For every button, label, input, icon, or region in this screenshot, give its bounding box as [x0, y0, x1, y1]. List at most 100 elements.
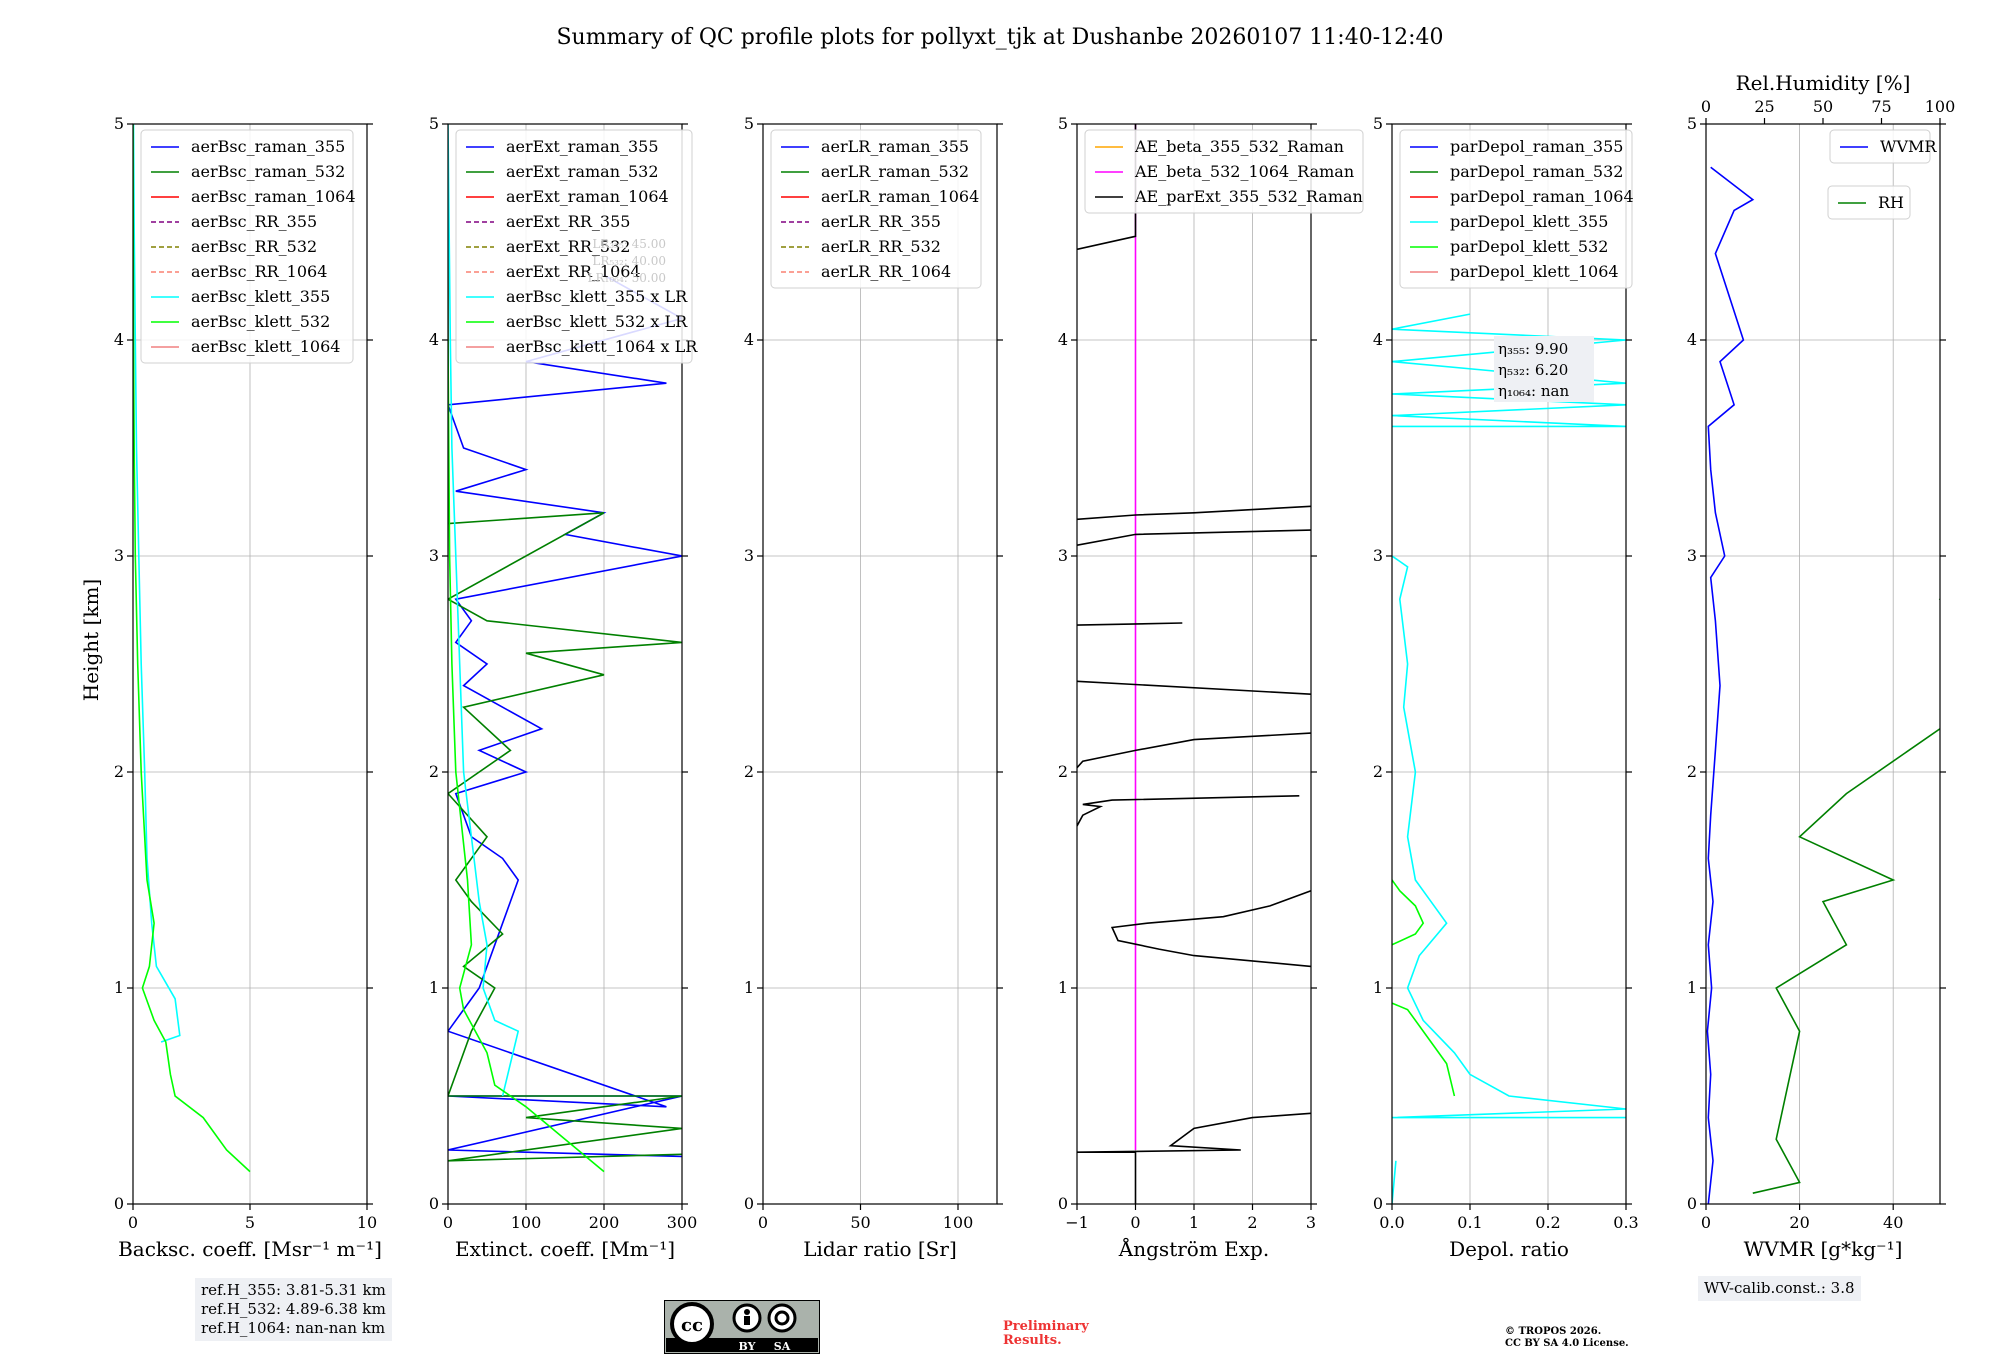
series-aerbsc-klett-355 — [133, 124, 181, 1043]
legend: AE_beta_355_532_Raman AE_beta_532_1064_Ra… — [1084, 129, 1364, 214]
y-tick-label: 5 — [429, 114, 439, 133]
legend-label: aerBsc_raman_532 — [191, 162, 345, 181]
legend-label: aerBsc_RR_355 — [191, 212, 317, 231]
x-axis-label: Depol. ratio — [1449, 1237, 1569, 1261]
legend-label: aerLR_RR_355 — [821, 212, 941, 231]
series-rh — [1752, 597, 1940, 1194]
series-aerbsc-klett-355-x-lr — [448, 124, 520, 1097]
legend-box — [1827, 185, 1911, 220]
cc-logo-icon — [670, 1302, 714, 1346]
wv-calibration-text: WV-calib.const.: 3.8 — [1704, 1279, 1855, 1297]
ref-height-532: ref.H_532: 4.89-6.38 km — [201, 1300, 386, 1318]
series-aerbsc-klett-532 — [133, 124, 251, 1173]
legend: WVMR — [1829, 129, 1937, 164]
eta-annotation-box — [1494, 336, 1594, 402]
y-tick-label: 4 — [114, 330, 124, 349]
copyright-note: © TROPOS 2026. CC BY SA 4.0 License. — [1505, 1326, 1629, 1350]
preliminary-line-1: Preliminary — [1003, 1319, 1089, 1334]
x-axis-label: Backsc. coeff. [Msr⁻¹ m⁻¹] — [118, 1237, 382, 1261]
legend-label: AE_parExt_355_532_Raman — [1134, 187, 1363, 206]
legend-label: AE_beta_355_532_Raman — [1134, 137, 1344, 156]
y-tick-label: 2 — [429, 762, 439, 781]
series-ae-parext-355-532-raman — [1077, 1112, 1311, 1204]
y-tick-label: 1 — [1687, 978, 1697, 997]
legend-label: aerExt_RR_355 — [506, 212, 630, 231]
legend-label: aerLR_raman_355 — [821, 137, 969, 156]
x-tick-label: 5 — [245, 1213, 255, 1232]
legend-label: aerExt_raman_355 — [506, 137, 659, 156]
lidar-ratio-annotation: LR₃₅₅: 45.00 — [592, 237, 666, 251]
top-tick-label: 75 — [1871, 97, 1891, 116]
legend-label: AE_beta_532_1064_Raman — [1134, 162, 1354, 181]
x-tick-label: 20 — [1789, 1213, 1809, 1232]
eta-annotation: η₁₀₆₄: nan — [1498, 382, 1569, 400]
legend: RH — [1827, 185, 1911, 220]
eta-annotation: η₃₅₅: 9.90 — [1498, 340, 1568, 358]
legend-label: aerExt_raman_532 — [506, 162, 659, 181]
y-tick-label: 0 — [1373, 1194, 1383, 1213]
x-tick-label: 200 — [589, 1213, 620, 1232]
y-tick-label: 5 — [1058, 114, 1068, 133]
x-tick-label: 100 — [943, 1213, 974, 1232]
panel-lidar-ratio: 0 50 100 0 1 2 3 4 5 Lidar ratio [Sr] aerLR_raman_… — [744, 114, 1003, 1261]
legend-box — [1084, 129, 1364, 214]
panel-frame — [762, 123, 998, 1205]
top-axis-label: Rel.Humidity [%] — [1736, 71, 1911, 95]
x-tick-label: 40 — [1883, 1213, 1903, 1232]
y-tick-label: 3 — [744, 546, 754, 565]
lidar-ratio-annotation: LR₅₃₂: 40.00 — [592, 254, 666, 268]
y-tick-label: 3 — [114, 546, 124, 565]
y-tick-label: 5 — [1373, 114, 1383, 133]
ref-height-355: ref.H_355: 3.81-5.31 km — [201, 1281, 386, 1299]
y-tick-label: 0 — [114, 1194, 124, 1213]
legend: parDepol_raman_355 parDepol_raman_532 parD… — [1399, 129, 1634, 289]
legend-label: aerLR_raman_1064 — [821, 187, 979, 206]
legend-box — [770, 129, 982, 289]
legend-label: aerLR_RR_1064 — [821, 262, 951, 281]
share-alike-arrow — [774, 1310, 790, 1326]
y-tick-label: 5 — [1687, 114, 1697, 133]
legend-box — [1399, 129, 1633, 289]
series-ae-parext-355-532-raman-f — [1077, 622, 1183, 626]
series-ae-parext-355-532-raman-e — [1077, 680, 1311, 695]
legend-label: aerBsc_klett_532 x LR — [506, 312, 688, 331]
y-tick-label: 2 — [1058, 762, 1068, 781]
series-aerext-raman-532 — [448, 232, 682, 1162]
panel-frame — [1705, 123, 1941, 1205]
series-pardepol-klett-532 — [1392, 1002, 1456, 1097]
y-tick-label: 0 — [1058, 1194, 1068, 1213]
legend: aerBsc_raman_355 aerBsc_raman_532 aerBsc_r… — [140, 129, 356, 364]
y-tick-label: 3 — [1687, 546, 1697, 565]
share-alike-icon — [767, 1303, 797, 1333]
series-ae-parext-355-532-raman-c — [1077, 795, 1300, 827]
cc-sa-label: SA — [774, 1340, 791, 1353]
legend-label: WVMR — [1880, 137, 1937, 156]
legend-label: parDepol_raman_355 — [1450, 137, 1623, 156]
y-tick-label: 2 — [114, 762, 124, 781]
preliminary-note: Preliminary Results. — [1003, 1320, 1089, 1348]
y-tick-label: 1 — [744, 978, 754, 997]
x-tick-label: 3 — [1306, 1213, 1316, 1232]
legend-label: aerBsc_klett_355 x LR — [506, 287, 688, 306]
lidar-ratio-annotation: LR₁₀₆₄: 50.00 — [588, 271, 666, 285]
series-group — [448, 124, 682, 1173]
y-tick-label: 5 — [744, 114, 754, 133]
legend-label: parDepol_raman_532 — [1450, 162, 1623, 181]
legend-label: aerBsc_klett_1064 — [191, 337, 340, 356]
cc-by-label: BY — [739, 1340, 756, 1353]
legend-label: aerBsc_klett_355 — [191, 287, 330, 306]
x-tick-label: 0 — [758, 1213, 768, 1232]
legend-box — [455, 129, 693, 364]
x-axis-label: Ångström Exp. — [1118, 1236, 1269, 1261]
legend: aerLR_raman_355 aerLR_raman_532 aerLR_rama… — [770, 129, 982, 289]
series-ae-parext-355-532-raman-g — [1077, 529, 1311, 546]
x-tick-label: 0 — [443, 1213, 453, 1232]
preliminary-line-2: Results. — [1003, 1333, 1062, 1348]
wv-calibration-box: WV-calib.const.: 3.8 — [1698, 1276, 1861, 1301]
legend-label: aerExt_RR_1064 — [506, 262, 641, 281]
x-tick-label: 10 — [357, 1213, 377, 1232]
panel-water-vapor: 0 20 40 0 1 2 3 4 5 WVMR [g*kg⁻¹] 0 25 50 75 100 Rel.Hu… — [1687, 71, 1955, 1261]
